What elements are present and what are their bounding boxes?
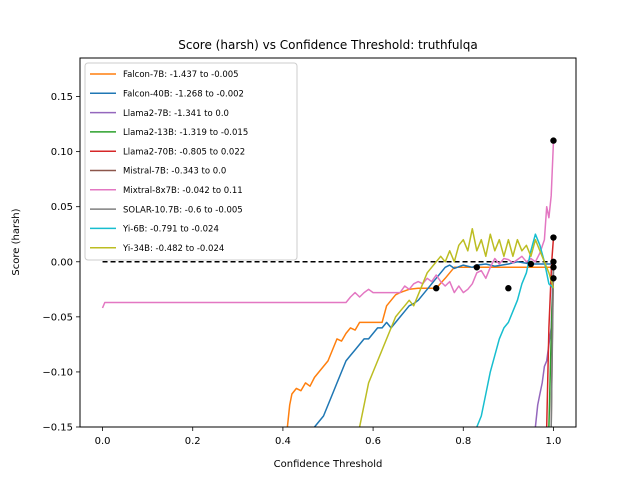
series-line-9 — [358, 227, 555, 427]
y-tick-label: 0.10 — [51, 147, 73, 158]
x-tick-label: 0.6 — [365, 436, 381, 447]
y-axis-label: Score (harsh) — [11, 208, 22, 275]
end-marker-2 — [505, 285, 512, 292]
chart-title: Score (harsh) vs Confidence Threshold: t… — [178, 38, 478, 52]
y-tick-label: −0.05 — [42, 312, 73, 323]
series-line-6 — [101, 140, 555, 309]
end-marker-1 — [473, 264, 480, 271]
y-tick-label: 0.15 — [51, 92, 73, 103]
series-line-4 — [545, 237, 555, 427]
series-line-0 — [286, 266, 554, 427]
end-marker-3 — [527, 260, 535, 268]
legend-box — [84, 62, 298, 261]
end-marker-0 — [433, 285, 440, 292]
legend-entry-7: SOLAR-10.7B: -0.6 to -0.005 — [123, 205, 243, 215]
x-axis-label: Confidence Threshold — [274, 459, 383, 470]
y-tick-label: 0.05 — [51, 202, 73, 213]
legend-entry-4: Llama2-70B: -0.805 to 0.022 — [123, 147, 245, 157]
end-marker-5 — [550, 234, 557, 241]
legend-entry-1: Falcon-40B: -1.268 to -0.002 — [123, 90, 244, 100]
plot-frame — [79, 57, 577, 428]
x-tick-label: 1.0 — [546, 436, 562, 447]
x-tick-label: 0.0 — [95, 436, 111, 447]
legend-entry-5: Mistral-7B: -0.343 to 0.0 — [123, 167, 226, 177]
x-tick-label: 0.8 — [455, 436, 471, 447]
legend-entry-8: Yi-6B: -0.791 to -0.024 — [122, 225, 219, 235]
y-tick-label: 0.00 — [51, 257, 73, 268]
end-marker-8 — [550, 275, 557, 282]
legend-entry-3: Llama2-13B: -1.319 to -0.015 — [123, 128, 248, 138]
series-line-2 — [534, 261, 555, 427]
legend: Falcon-7B: -1.437 to -0.005 Falcon-40B: -… — [84, 62, 298, 261]
series-line-8 — [476, 233, 555, 427]
legend-entry-2: Llama2-7B: -1.341 to 0.0 — [123, 109, 229, 119]
marker-layer — [433, 137, 557, 292]
y-axis: −0.15 −0.10 −0.05 0.00 0.05 0.10 0.15 — [42, 92, 80, 434]
legend-entry-9: Yi-34B: -0.482 to -0.024 — [122, 244, 224, 254]
y-tick-label: −0.15 — [42, 423, 73, 434]
end-marker-7 — [550, 264, 557, 271]
legend-entry-0: Falcon-7B: -1.437 to -0.005 — [123, 70, 239, 80]
x-axis: 0.0 0.2 0.4 0.6 0.8 1.0 — [95, 427, 562, 447]
series-line-7 — [550, 267, 555, 427]
y-tick-label: −0.10 — [42, 367, 73, 378]
end-marker-4 — [550, 137, 557, 144]
end-marker-6 — [550, 258, 557, 265]
x-tick-label: 0.4 — [275, 436, 291, 447]
legend-entry-6: Mixtral-8x7B: -0.042 to 0.11 — [123, 186, 243, 196]
x-tick-label: 0.2 — [185, 436, 201, 447]
